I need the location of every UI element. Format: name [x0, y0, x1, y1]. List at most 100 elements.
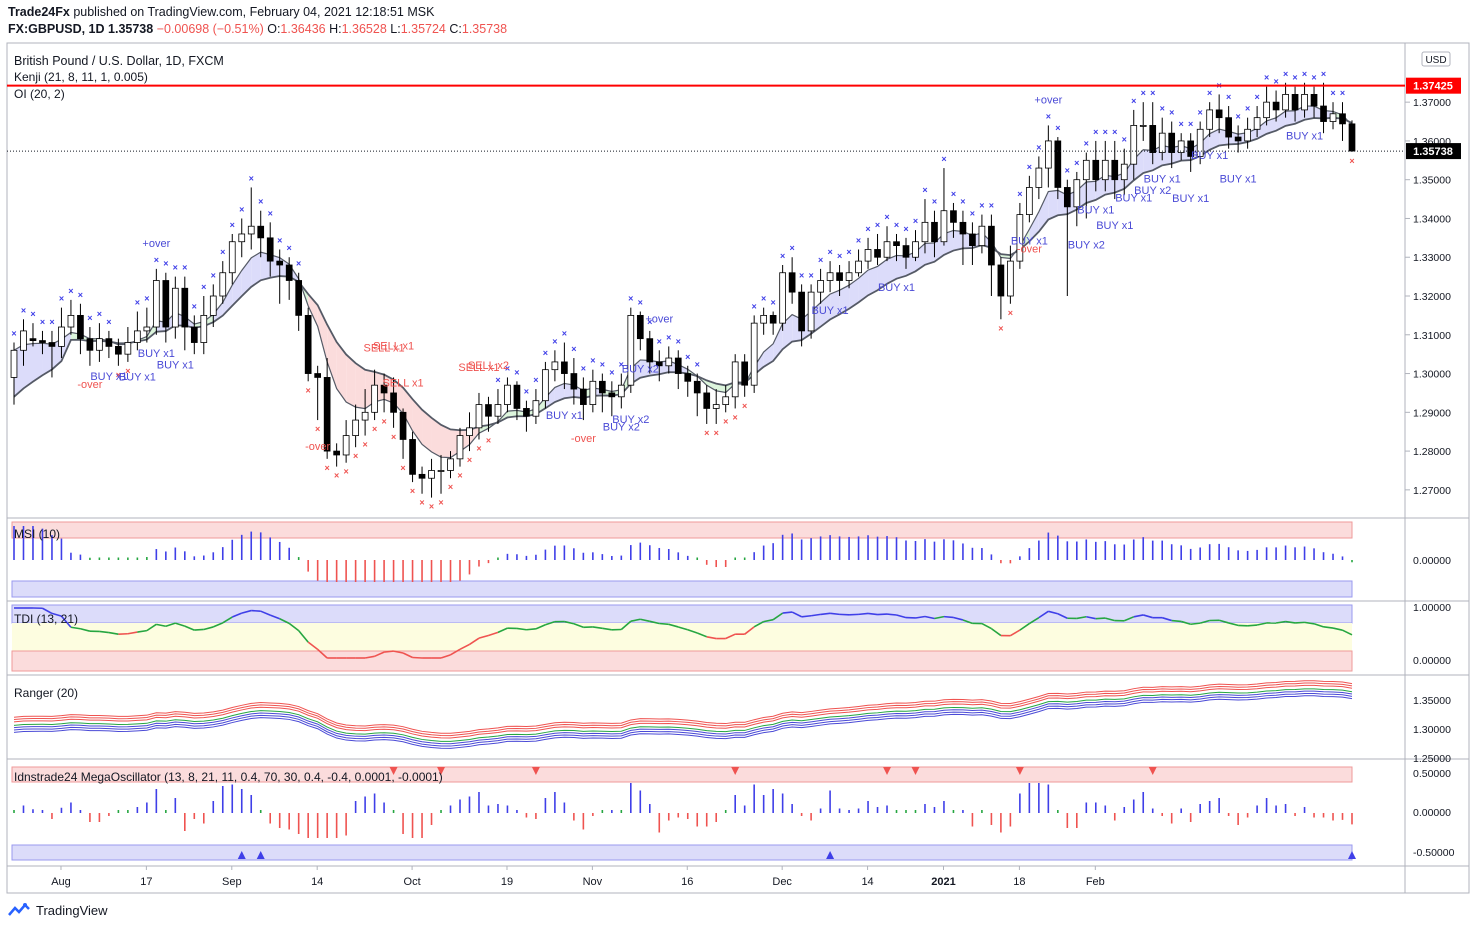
mega-buy-triangle — [237, 851, 246, 859]
buy-marker: × — [1093, 127, 1098, 137]
tdi-segment — [744, 626, 755, 635]
tdi-segment — [1048, 610, 1059, 615]
buy-marker: × — [533, 375, 538, 385]
candle-body — [665, 357, 673, 367]
buy-marker: × — [1207, 88, 1212, 98]
candle-body — [447, 458, 454, 471]
candle-body — [1339, 113, 1346, 125]
currency-badge[interactable] — [1421, 51, 1451, 67]
candle-body — [77, 314, 84, 340]
kenji-cloud-segment — [441, 424, 451, 458]
candle-body — [390, 392, 397, 413]
sell-marker: × — [325, 463, 330, 473]
tradingview-footer[interactable]: TradingView — [8, 902, 108, 918]
sell-marker: × — [353, 451, 358, 461]
buy-marker: × — [1311, 73, 1316, 83]
published-text: published on TradingView.com, February 0… — [73, 5, 435, 19]
tdi-segment — [753, 620, 765, 628]
price-tick-label: 1.27000 — [1413, 485, 1451, 497]
buy-marker: × — [856, 235, 861, 245]
tdi-top-zone — [11, 604, 1353, 624]
candle-body — [921, 221, 929, 243]
mega-axis-tick-2: 0.00000 — [1413, 807, 1451, 819]
sell-marker: × — [448, 482, 453, 492]
mega-sell-triangle — [731, 767, 740, 775]
tdi-segment — [678, 626, 688, 631]
buy-marker: × — [771, 298, 776, 308]
candle-body — [988, 225, 995, 266]
sell-signal-label: SELL x2 — [468, 360, 509, 372]
candle-body — [1320, 105, 1327, 122]
tdi-segment — [469, 637, 480, 646]
buy-marker: × — [1302, 69, 1307, 79]
candle-body — [257, 225, 265, 239]
buy-marker: × — [922, 185, 927, 195]
buy-marker: × — [135, 298, 140, 308]
signal-markers: × × × × × × × × × × × × × × × × × × × × × × × × × × × × × × × × × × × × × × × ×… — [11, 69, 1354, 512]
candle-body — [1329, 113, 1337, 122]
symbol-info: FX:GBPUSD, 1D 1.35738 −0.00698 (−0.51%) … — [8, 22, 507, 36]
candle-body — [940, 210, 948, 243]
kenji-cloud-segment — [355, 363, 366, 409]
tdi-segment — [165, 622, 176, 628]
candle-body — [978, 225, 986, 247]
candle-body — [826, 272, 834, 281]
sell-marker: × — [116, 370, 121, 380]
buy-marker: × — [676, 336, 681, 346]
kenji-cloud-segment — [868, 266, 878, 296]
sell-marker: × — [410, 486, 415, 496]
kenji-cloud-segment — [1048, 190, 1058, 220]
kenji-cloud-segment — [251, 252, 261, 287]
high-label: H: — [329, 22, 342, 36]
buy-marker: × — [211, 270, 216, 280]
buy-marker: × — [68, 286, 73, 296]
buy-marker: × — [695, 360, 700, 370]
candle-body — [10, 349, 18, 378]
candle-body — [238, 233, 246, 243]
buy-marker: × — [1017, 189, 1022, 199]
tdi-segment — [127, 631, 138, 635]
time-tick-label: 2021 — [931, 876, 955, 888]
kenji-cloud-segment — [849, 278, 859, 309]
price-tick-label: 1.29000 — [1413, 407, 1451, 419]
chart-frame — [6, 42, 1470, 894]
mega-bottom-zone — [11, 844, 1353, 861]
candle-body — [247, 225, 255, 235]
buy-marker: × — [600, 360, 605, 370]
mega-title: Idnstrade24 MegaOscillator (13, 8, 21, 1… — [14, 770, 443, 784]
candle-body — [1130, 125, 1138, 165]
buy-marker: × — [192, 301, 197, 311]
tdi-segment — [535, 624, 546, 630]
tdi-segment — [1332, 627, 1343, 631]
kenji-slow-line — [13, 116, 1353, 432]
buy-marker: × — [951, 189, 956, 199]
kenji-legend: Kenji (21, 8, 11, 1, 0.005) — [14, 70, 148, 84]
tdi-segment — [241, 609, 252, 614]
kenji-cloud-segment — [1209, 129, 1220, 150]
candle-body — [959, 221, 967, 235]
sell-marker: × — [429, 502, 434, 512]
kenji-cloud-segment — [232, 270, 242, 306]
candle-body — [48, 342, 56, 347]
tdi-segment — [924, 615, 935, 620]
mega-buy-triangle — [826, 851, 835, 859]
ranger-band-line — [13, 695, 1353, 749]
buy-marker: × — [163, 259, 168, 269]
price-tick-label: 1.31000 — [1413, 330, 1451, 342]
over-up-label: +over — [142, 238, 170, 250]
candle-body — [333, 450, 340, 456]
buy-marker: × — [495, 375, 500, 385]
candle-body — [874, 249, 881, 258]
buy-marker: × — [1027, 162, 1032, 172]
tdi-segment — [668, 623, 679, 628]
tdi-segment — [1228, 622, 1239, 627]
tdi-segment — [298, 630, 309, 643]
sell-marker: × — [306, 385, 311, 395]
high-value: 1.36528 — [341, 22, 387, 36]
tdi-segment — [782, 611, 793, 614]
tdi-segment — [829, 612, 840, 616]
mega-axis-tick-3: -0.50000 — [1413, 847, 1455, 859]
candle-body — [722, 396, 730, 405]
buy-marker: × — [818, 255, 823, 265]
